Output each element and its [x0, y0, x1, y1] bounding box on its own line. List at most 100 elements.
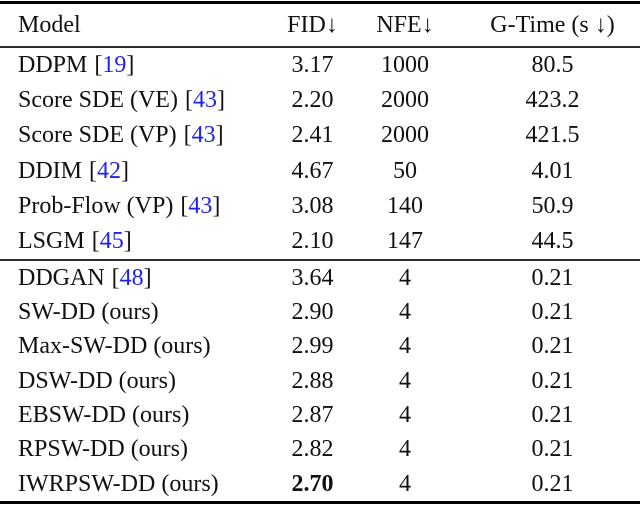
nfe-cell: 4 [399, 367, 411, 394]
citation-bracket: ] [215, 122, 224, 149]
citation-bracket: ] [126, 52, 135, 79]
gtime-cell: 50.9 [531, 192, 574, 219]
nfe-cell: 4 [399, 436, 411, 463]
table-row-score-sde-vp: Score SDE (VP) [43] 2.41 2000 421.5 [0, 118, 640, 153]
citation-bracket: ] [216, 87, 225, 114]
fid-cell: 2.82 [291, 436, 334, 463]
model-cell: DDIM [42] [0, 158, 280, 185]
model-cell: Score SDE (VE) [43] [0, 87, 280, 114]
citation-link[interactable]: 43 [192, 87, 217, 114]
table-row-lsgm: LSGM [45] 2.10 147 44.5 [0, 224, 640, 259]
citation-link[interactable]: 43 [188, 192, 213, 219]
model-name: Score SDE (VE) [18, 87, 178, 114]
nfe-cell: 2000 [381, 122, 429, 149]
table-header-row: Model FID↓ NFE↓ G-Time (s ↓) [0, 4, 640, 46]
citation-bracket: ] [212, 192, 221, 219]
fid-cell-best: 2.70 [291, 470, 334, 497]
gtime-cell: 0.21 [531, 299, 574, 326]
gtime-cell: 421.5 [525, 122, 580, 149]
citation-link[interactable]: 45 [99, 228, 124, 255]
model-cell: DSW-DD (ours) [0, 368, 280, 395]
model-name: IWRPSW-DD (ours) [18, 470, 219, 497]
table-row-score-sde-ve: Score SDE (VE) [43] 2.20 2000 423.2 [0, 83, 640, 118]
gtime-cell: 0.21 [531, 436, 574, 463]
fid-cell: 2.88 [291, 367, 334, 394]
fid-cell: 4.67 [291, 157, 334, 184]
citation-link[interactable]: 19 [102, 52, 127, 79]
citation-link[interactable]: 43 [191, 122, 216, 149]
fid-cell: 3.64 [291, 264, 334, 291]
table-row-sw-dd: SW-DD (ours) 2.90 4 0.21 [0, 295, 640, 329]
table-group-divider-rule [0, 259, 640, 262]
model-name: DDIM [18, 157, 82, 184]
nfe-cell: 2000 [381, 87, 429, 114]
table-header-rule [0, 46, 640, 48]
fid-cell: 2.99 [291, 333, 334, 360]
model-name: RPSW-DD (ours) [18, 436, 189, 463]
model-name: SW-DD (ours) [18, 299, 159, 326]
model-cell: Prob-Flow (VP) [43] [0, 193, 280, 220]
nfe-cell: 147 [387, 228, 423, 255]
citation-bracket: [ [94, 52, 103, 79]
citation-bracket: [ [180, 192, 189, 219]
gtime-cell: 0.21 [531, 264, 574, 291]
citation-link[interactable]: 42 [97, 157, 121, 184]
nfe-cell: 50 [393, 157, 417, 184]
model-cell: DDPM [19] [0, 52, 280, 79]
gtime-cell: 0.21 [531, 470, 574, 497]
model-cell: LSGM [45] [0, 228, 280, 255]
table-row-dsw-dd: DSW-DD (ours) 2.88 4 0.21 [0, 364, 640, 398]
gtime-cell: 4.01 [531, 157, 574, 184]
nfe-cell: 4 [399, 333, 411, 360]
table-top-rule [0, 1, 640, 4]
nfe-cell: 140 [387, 192, 423, 219]
table-bottom-rule [0, 501, 640, 505]
model-cell: Max-SW-DD (ours) [0, 333, 280, 360]
model-name: EBSW-DD (ours) [18, 401, 190, 428]
model-name: DSW-DD (ours) [18, 367, 176, 394]
model-name: Prob-Flow (VP) [18, 192, 174, 219]
nfe-cell: 4 [399, 299, 411, 326]
citation-bracket: ] [123, 228, 132, 255]
nfe-cell: 4 [399, 264, 411, 291]
gtime-cell: 0.21 [531, 333, 574, 360]
model-name: DDPM [18, 52, 88, 79]
gtime-cell: 0.21 [531, 401, 574, 428]
gtime-cell: 80.5 [531, 52, 574, 79]
column-header-fid: FID↓ [287, 11, 338, 38]
model-cell: DDGAN [48] [0, 265, 280, 292]
fid-cell: 2.41 [291, 122, 334, 149]
citation-bracket: [ [111, 264, 120, 291]
fid-cell: 2.20 [291, 87, 334, 114]
citation-bracket: [ [89, 157, 97, 184]
table-row-max-sw-dd: Max-SW-DD (ours) 2.99 4 0.21 [0, 330, 640, 364]
table-row-ddgan: DDGAN [48] 3.64 4 0.21 [0, 261, 640, 295]
model-name: Max-SW-DD (ours) [18, 333, 211, 360]
table-row-prob-flow-vp: Prob-Flow (VP) [43] 3.08 140 50.9 [0, 189, 640, 224]
model-cell: SW-DD (ours) [0, 299, 280, 326]
model-cell: EBSW-DD (ours) [0, 402, 280, 429]
fid-cell: 3.08 [291, 192, 334, 219]
column-header-gtime: G-Time (s ↓) [490, 11, 615, 38]
table-row-iwrpsw-dd: IWRPSW-DD (ours) 2.70 4 0.21 [0, 467, 640, 501]
fid-cell: 3.17 [291, 52, 334, 79]
table-row-ebsw-dd: EBSW-DD (ours) 2.87 4 0.21 [0, 398, 640, 432]
model-cell: Score SDE (VP) [43] [0, 122, 280, 149]
citation-bracket: [ [183, 122, 192, 149]
nfe-cell: 4 [399, 401, 411, 428]
gtime-cell: 423.2 [525, 87, 580, 114]
gtime-cell: 0.21 [531, 367, 574, 394]
model-name: Score SDE (VP) [18, 122, 177, 149]
fid-cell: 2.10 [291, 228, 334, 255]
fid-cell: 2.87 [291, 401, 334, 428]
model-cell: RPSW-DD (ours) [0, 436, 280, 463]
model-name: LSGM [18, 228, 85, 255]
column-header-model: Model [18, 11, 81, 38]
citation-link[interactable]: 48 [119, 264, 144, 291]
table-row-ddpm: DDPM [19] 3.17 1000 80.5 [0, 48, 640, 83]
column-header-nfe: NFE↓ [376, 11, 434, 38]
model-name: DDGAN [18, 264, 105, 291]
table-row-ddim: DDIM [42] 4.67 50 4.01 [0, 154, 640, 189]
model-cell: IWRPSW-DD (ours) [0, 471, 280, 498]
